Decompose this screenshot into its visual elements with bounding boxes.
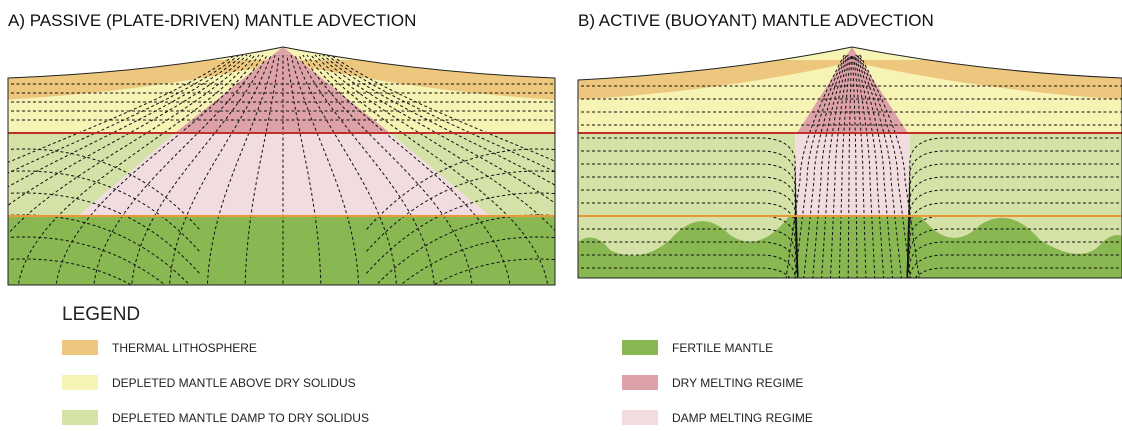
fertile [8,216,555,285]
streamline [858,54,913,278]
streamline [310,54,550,285]
legend-swatch [62,410,98,425]
streamline [906,137,1122,278]
streamline [8,236,201,285]
streamline [906,150,1122,278]
legend: THERMAL LITHOSPHERE DEPLETED MANTLE ABOVE… [62,340,813,425]
legend-label: FERTILE MANTLE [672,341,773,355]
streamline [306,54,512,285]
legend-title: LEGEND [62,304,140,325]
streamline [8,170,201,253]
legend-label: DRY MELTING REGIME [672,376,803,390]
streamline [856,54,895,278]
streamline [298,54,436,285]
streamline [578,228,799,278]
streamline [130,54,268,285]
streamline [330,54,555,285]
legend-swatch [62,375,98,390]
streamline [578,189,799,278]
streamline [578,202,799,278]
streamline [783,54,845,278]
legend-swatch [622,340,658,355]
streamline [92,54,264,285]
streamline [906,189,1122,278]
fertile [578,215,1122,278]
streamline [365,192,555,275]
streamline [318,54,555,285]
lithosphere [578,60,1122,100]
streamline [8,192,201,275]
streamline [578,150,799,278]
streamline [578,137,799,278]
panel-b-outline [577,46,1122,279]
streamline [8,54,248,285]
lithosphere [8,60,555,100]
streamline [54,54,260,285]
streamline [365,170,555,253]
panel-a-outline [7,46,556,286]
streamline [906,241,1122,278]
streamline [906,228,1122,278]
legend-swatch [622,375,658,390]
panel-b [578,47,1122,278]
streamline [365,148,555,231]
panel-a-title: A) PASSIVE (PLATE-DRIVEN) MANTLE ADVECTI… [8,11,416,30]
legend-label: DEPLETED MANTLE DAMP TO DRY SOLIDUS [112,411,369,425]
streamline [365,258,555,285]
streamline [578,215,799,278]
streamline [906,202,1122,278]
legend-label: DAMP MELTING REGIME [672,411,813,425]
streamline [906,267,1122,278]
damp-melt [78,133,490,216]
legend-swatch [622,410,658,425]
streamline [8,54,252,285]
streamline [314,54,555,285]
legend-swatch [62,340,98,355]
streamline [859,54,922,278]
streamline [906,163,1122,278]
streamline [244,54,280,285]
streamline [326,54,555,285]
streamline [8,148,201,231]
streamline [578,176,799,278]
streamline [16,54,256,285]
streamline [906,176,1122,278]
legend-label: THERMAL LITHOSPHERE [112,341,257,355]
streamline [8,258,201,285]
streamline [578,254,799,278]
panel-b-title: B) ACTIVE (BUOYANT) MANTLE ADVECTION [578,11,934,30]
streamline [365,236,555,285]
streamline [8,54,240,285]
streamline [302,54,474,285]
streamline [578,241,799,278]
streamline [906,215,1122,278]
streamline [906,254,1122,278]
streamline [578,163,799,278]
streamline [811,54,848,278]
legend-label: DEPLETED MANTLE ABOVE DRY SOLIDUS [112,376,356,390]
streamline [8,54,236,285]
streamline [286,54,322,285]
